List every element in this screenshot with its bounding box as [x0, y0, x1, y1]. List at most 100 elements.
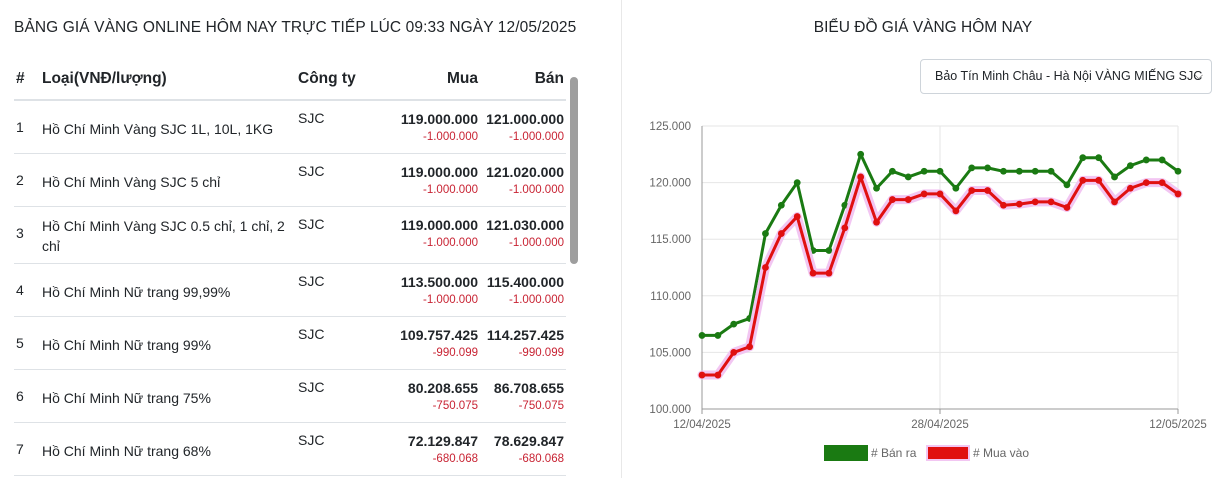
- row-buy-delta: -1.000.000: [423, 183, 478, 196]
- row-buy-cell: 119.000.000 -1.000.000: [392, 206, 480, 264]
- row-index: 1: [14, 100, 40, 154]
- table-title: BẢNG GIÁ VÀNG ONLINE HÔM NAY TRỰC TIẾP L…: [14, 19, 577, 36]
- row-sell-cell: 115.400.000 -1.000.000: [480, 263, 566, 317]
- row-buy-price: 80.208.655: [407, 379, 478, 396]
- series-sell-point: [730, 320, 738, 328]
- row-sell-price: 121.000.000: [486, 111, 564, 127]
- table-row: 7 Hồ Chí Minh Nữ trang 68% SJC 72.129.84…: [14, 422, 566, 476]
- series-buy-point: [904, 196, 912, 203]
- row-index: 2: [14, 153, 40, 207]
- series-buy-point: [1031, 198, 1039, 206]
- row-sell-price: 121.030.000: [486, 216, 564, 233]
- x-tick-label: 28/04/2025: [911, 419, 969, 431]
- series-sell-point: [1127, 162, 1134, 170]
- series-buy-point: [730, 349, 738, 356]
- row-sell-price: 78.629.847: [493, 432, 564, 449]
- gold-price-table-panel: BẢNG GIÁ VÀNG ONLINE HÔM NAY TRỰC TIẾP L…: [0, 0, 604, 478]
- store-select[interactable]: Bảo Tín Minh Châu - Hà Nội VÀNG MIẾNG SJ…: [920, 59, 1212, 94]
- series-buy-point: [857, 173, 865, 181]
- gold-price-line-chart: 100.000 105.000 110.000 115.000 120.000 125.0…: [649, 121, 1207, 461]
- table-header-row: # Loại(VNĐ/lượng) Công ty Mua Bán: [14, 58, 566, 101]
- series-sell-point: [1000, 167, 1007, 175]
- row-buy-delta: -680.068: [432, 452, 478, 465]
- chart-series: [697, 150, 1183, 380]
- series-sell-point: [920, 167, 928, 175]
- header-company: Công ty: [296, 58, 392, 101]
- row-sell-delta: -680.068: [518, 452, 564, 465]
- series-buy-point: [1000, 201, 1007, 209]
- row-sell-price: 115.400.000: [486, 273, 564, 290]
- row-name: Hồ Chí Minh Nữ trang 75%: [40, 369, 296, 423]
- series-sell-point: [1063, 181, 1071, 189]
- row-sell-delta: -750.075: [518, 399, 564, 412]
- chart-legend[interactable]: # Bán ra # Mua vào: [824, 445, 1029, 461]
- row-company: SJC: [296, 422, 392, 476]
- row-index: 4: [14, 263, 40, 317]
- row-sell-price: 114.257.425: [486, 326, 564, 343]
- legend-swatch-sell[interactable]: [824, 445, 868, 461]
- series-sell-point: [1047, 167, 1055, 175]
- row-sell-cell: 121.030.000 -1.000.000: [480, 206, 566, 264]
- row-buy-price: 119.000.000: [400, 216, 478, 233]
- series-buy-point: [1015, 200, 1023, 208]
- series-buy-point: [1174, 190, 1182, 198]
- series-sell-point: [968, 164, 976, 172]
- row-sell-delta: -990.099: [518, 346, 564, 359]
- y-tick-label: 125.000: [649, 121, 691, 133]
- row-name: Hồ Chí Minh Vàng SJC 0.5 chỉ, 1 chỉ, 2 c…: [40, 206, 296, 264]
- table-scroll-area[interactable]: # Loại(VNĐ/lượng) Công ty Mua Bán 1 Hồ C…: [14, 58, 566, 478]
- series-sell-point: [762, 230, 769, 237]
- series-sell-point: [904, 173, 912, 181]
- row-buy-delta: -1.000.000: [423, 131, 478, 143]
- row-sell-price: 121.020.000: [486, 163, 564, 180]
- row-buy-delta: -990.099: [432, 346, 478, 359]
- row-buy-cell: 109.757.425 -990.099: [392, 316, 480, 370]
- row-sell-cell: 121.020.000 -1.000.000: [480, 153, 566, 207]
- series-sell-point: [873, 184, 880, 192]
- series-sell-point: [984, 164, 991, 172]
- series-buy-point: [984, 187, 991, 194]
- row-sell-cell: 114.257.425 -990.099: [480, 316, 566, 370]
- series-sell-point: [952, 184, 960, 192]
- series-sell-point: [793, 179, 801, 187]
- store-select-value: Bảo Tín Minh Châu - Hà Nội VÀNG MIẾNG SJ…: [935, 69, 1203, 83]
- gold-price-chart-panel: BIỂU ĐỒ GIÁ VÀNG HÔM NAY Bảo Tín Minh Ch…: [622, 0, 1224, 478]
- series-sell-point: [1142, 156, 1150, 164]
- series-sell-point: [889, 167, 896, 175]
- legend-swatch-buy[interactable]: [926, 445, 970, 461]
- row-sell-cell: 121.000.000 -1.000.000: [480, 100, 566, 154]
- table-row: 2 Hồ Chí Minh Vàng SJC 5 chỉ SJC 119.000…: [14, 153, 566, 207]
- y-tick-label: 110.000: [650, 291, 691, 303]
- series-buy-point: [841, 224, 849, 232]
- series-sell-point: [714, 332, 722, 339]
- series-buy-point: [825, 269, 833, 277]
- row-company: SJC: [296, 316, 392, 370]
- row-buy-cell: 72.129.847 -680.068: [392, 422, 480, 476]
- series-sell-point: [1158, 156, 1166, 164]
- row-buy-price: 119.000.000: [400, 111, 478, 127]
- header-index: #: [14, 58, 40, 101]
- row-index: 5: [14, 316, 40, 370]
- series-buy-point: [793, 213, 801, 220]
- table-scrollbar-thumb[interactable]: [570, 77, 578, 264]
- series-sell-point: [857, 150, 865, 158]
- series-buy-point: [968, 187, 976, 194]
- chart-title: BIỂU ĐỒ GIÁ VÀNG HÔM NAY: [813, 19, 1033, 36]
- series-buy-point: [952, 207, 960, 215]
- row-buy-price: 113.500.000: [400, 273, 478, 290]
- row-sell-cell: 86.708.655 -750.075: [480, 369, 566, 423]
- row-sell-delta: -1.000.000: [509, 131, 564, 143]
- row-sell-delta: -1.000.000: [509, 293, 564, 306]
- row-company: SJC: [296, 153, 392, 207]
- series-sell-point: [777, 201, 785, 209]
- row-index: 6: [14, 369, 40, 423]
- series-sell-point: [1015, 167, 1023, 175]
- table-row: 4 Hồ Chí Minh Nữ trang 99,99% SJC 113.50…: [14, 263, 566, 317]
- legend-label-buy[interactable]: # Mua vào: [973, 446, 1029, 460]
- series-buy-point: [889, 196, 896, 203]
- row-buy-cell: 80.208.655 -750.075: [392, 369, 480, 423]
- legend-label-sell[interactable]: # Bán ra: [871, 446, 917, 460]
- table-row: 5 Hồ Chí Minh Nữ trang 99% SJC 109.757.4…: [14, 316, 566, 370]
- series-buy-point: [714, 371, 722, 379]
- row-sell-price: 86.708.655: [493, 379, 564, 396]
